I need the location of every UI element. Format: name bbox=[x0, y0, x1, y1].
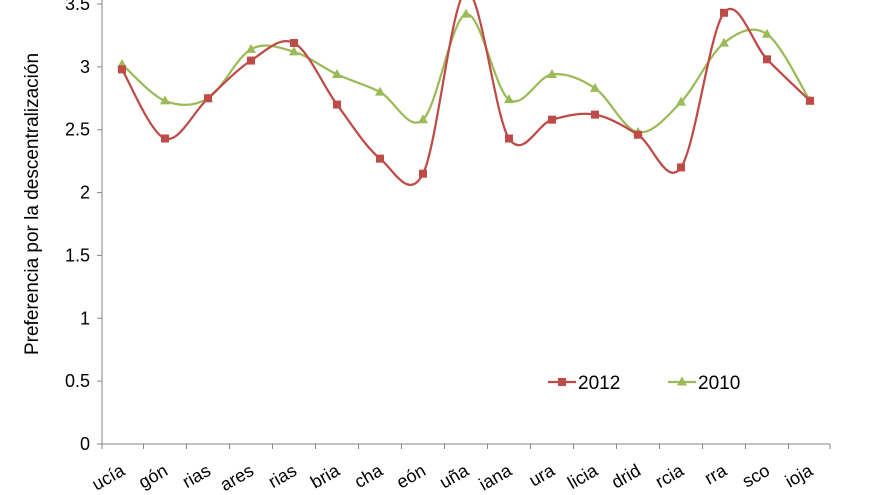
x-tick-label: ares bbox=[217, 460, 257, 495]
x-tick-label: drid bbox=[608, 460, 644, 492]
x-tick-label: uña bbox=[436, 460, 473, 493]
data-point-2010 bbox=[590, 82, 600, 92]
x-tick-label: cha bbox=[351, 460, 387, 492]
series-2012 bbox=[118, 0, 814, 187]
data-point-2012 bbox=[677, 163, 685, 172]
data-point-2010 bbox=[762, 28, 772, 38]
y-tick-label: 0.5 bbox=[65, 371, 90, 391]
legend-label-2010: 2010 bbox=[698, 373, 740, 394]
data-point-2010 bbox=[676, 96, 686, 106]
data-point-2010 bbox=[418, 114, 428, 124]
data-point-2010 bbox=[289, 46, 299, 56]
legend-label-2012: 2012 bbox=[578, 373, 620, 394]
x-tick-label: iana bbox=[476, 460, 516, 495]
data-point-2010 bbox=[461, 8, 471, 18]
x-tick-label: licia bbox=[564, 460, 602, 493]
data-point-2012 bbox=[118, 65, 126, 74]
data-point-2010 bbox=[332, 69, 342, 78]
y-tick-label: 2.5 bbox=[65, 120, 90, 140]
data-point-2012 bbox=[290, 38, 298, 47]
y-tick-label: 3 bbox=[80, 57, 90, 77]
data-point-2012 bbox=[591, 110, 599, 119]
x-tick-label: rcia bbox=[652, 460, 688, 492]
x-tick-label: rra bbox=[701, 460, 731, 489]
series-2010 bbox=[117, 8, 815, 136]
data-point-2012 bbox=[763, 55, 771, 64]
data-point-2010 bbox=[246, 43, 256, 53]
data-point-2012 bbox=[161, 134, 169, 143]
data-point-2010 bbox=[160, 95, 170, 105]
series-line-2012 bbox=[121, 0, 811, 187]
data-point-2010 bbox=[375, 86, 385, 96]
data-point-2012 bbox=[376, 154, 384, 163]
data-point-2012 bbox=[634, 130, 642, 139]
x-tick-label: sco bbox=[739, 460, 773, 491]
data-point-2012 bbox=[505, 134, 513, 143]
legend: 2012 2010 bbox=[548, 373, 740, 394]
x-tick-label: bria bbox=[307, 460, 344, 493]
x-tick-label: ioja bbox=[782, 460, 817, 492]
legend-item-2010: 2010 bbox=[668, 373, 740, 394]
y-axis-label: Preferencia por la descentralización bbox=[22, 53, 43, 355]
x-tick-label: gón bbox=[135, 460, 171, 492]
legend-marker-2010 bbox=[677, 376, 687, 386]
x-tick-label: rias bbox=[179, 460, 214, 492]
series-layer bbox=[117, 0, 815, 187]
x-tick-label: eón bbox=[393, 460, 429, 492]
y-tick-label: 1.5 bbox=[65, 245, 90, 265]
data-point-2012 bbox=[204, 94, 212, 103]
y-tick-label: 2 bbox=[80, 183, 90, 203]
x-tick-label: rias bbox=[265, 460, 300, 492]
y-tick-label: 0 bbox=[80, 434, 90, 454]
data-point-2012 bbox=[548, 115, 556, 124]
legend-marker-2012 bbox=[558, 378, 566, 386]
data-point-2010 bbox=[504, 94, 514, 104]
x-tick-label: ura bbox=[525, 460, 558, 491]
x-tick-label: ucía bbox=[89, 460, 129, 495]
data-point-2012 bbox=[333, 100, 341, 109]
data-point-2012 bbox=[419, 169, 427, 178]
data-point-2012 bbox=[720, 8, 728, 17]
y-tick-label: 3.5 bbox=[65, 0, 90, 14]
data-point-2010 bbox=[719, 37, 729, 47]
legend-item-2012: 2012 bbox=[548, 373, 620, 394]
y-tick-label: 1 bbox=[80, 308, 90, 328]
data-point-2010 bbox=[547, 69, 557, 78]
data-point-2012 bbox=[247, 56, 255, 65]
data-point-2012 bbox=[806, 96, 814, 105]
